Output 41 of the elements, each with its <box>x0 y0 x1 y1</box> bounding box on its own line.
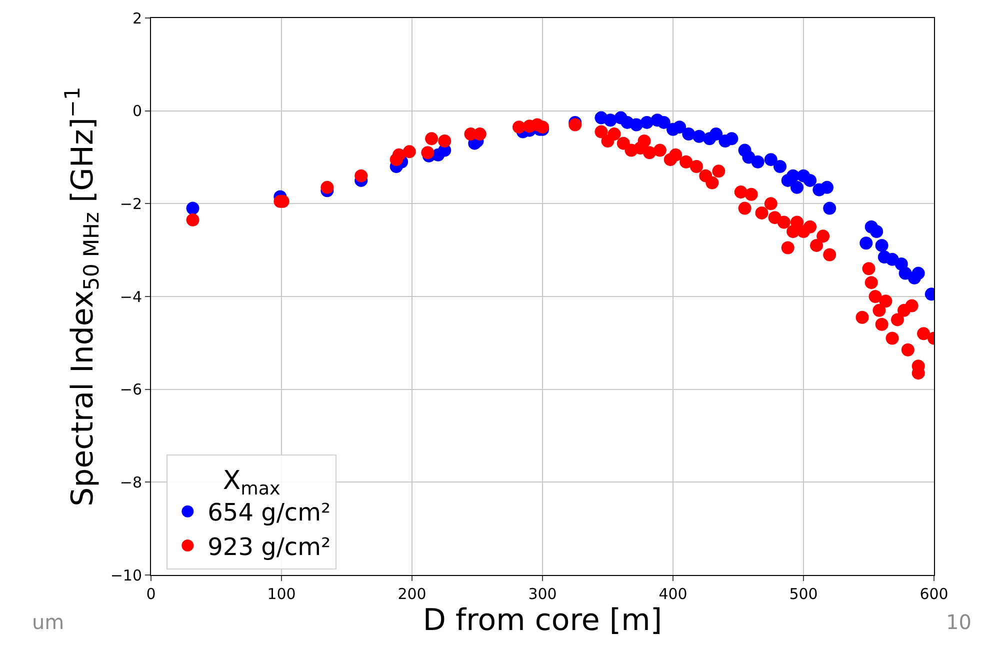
text: um <box>32 610 64 634</box>
y-tick-label: 2 <box>132 9 142 28</box>
point <box>804 174 817 187</box>
point <box>673 120 686 134</box>
point <box>860 236 873 250</box>
point <box>820 180 834 194</box>
text: 10 <box>946 610 972 634</box>
point <box>774 160 787 174</box>
legend-label: 654 g/cm² <box>208 498 331 527</box>
x-tick-label: 400 <box>658 585 688 603</box>
legend-title: X$_{max}$ <box>222 466 280 500</box>
point <box>725 132 738 146</box>
point <box>790 180 804 194</box>
point <box>710 128 723 141</box>
x-tick-label: 600 <box>920 585 948 603</box>
y-tick-label: −2 <box>120 194 142 213</box>
y-tick-label: 0 <box>132 102 142 120</box>
point <box>823 202 836 215</box>
y-tick-label: −6 <box>120 380 142 399</box>
point <box>692 130 706 143</box>
y-tick-label: −8 <box>120 473 142 492</box>
point <box>640 116 654 129</box>
point <box>657 116 670 129</box>
point <box>682 128 696 141</box>
x-tick-label: 0 <box>146 585 156 603</box>
point <box>875 238 888 252</box>
x-tick-label: 200 <box>398 585 426 603</box>
x-tick-label: 100 <box>267 585 296 603</box>
legend-label: 923 g/cm² <box>208 532 331 561</box>
y-tick-label: −10 <box>110 566 142 584</box>
point <box>604 114 617 127</box>
point <box>751 155 764 168</box>
point <box>764 153 778 166</box>
point <box>912 266 925 280</box>
x-tick-label: 500 <box>789 585 818 603</box>
point <box>870 225 884 238</box>
point <box>186 202 200 215</box>
x-axis-title: D from core [m] <box>422 603 662 638</box>
x-tick-label: 300 <box>528 585 557 603</box>
y-tick-label: −4 <box>120 288 142 306</box>
point <box>630 118 643 132</box>
